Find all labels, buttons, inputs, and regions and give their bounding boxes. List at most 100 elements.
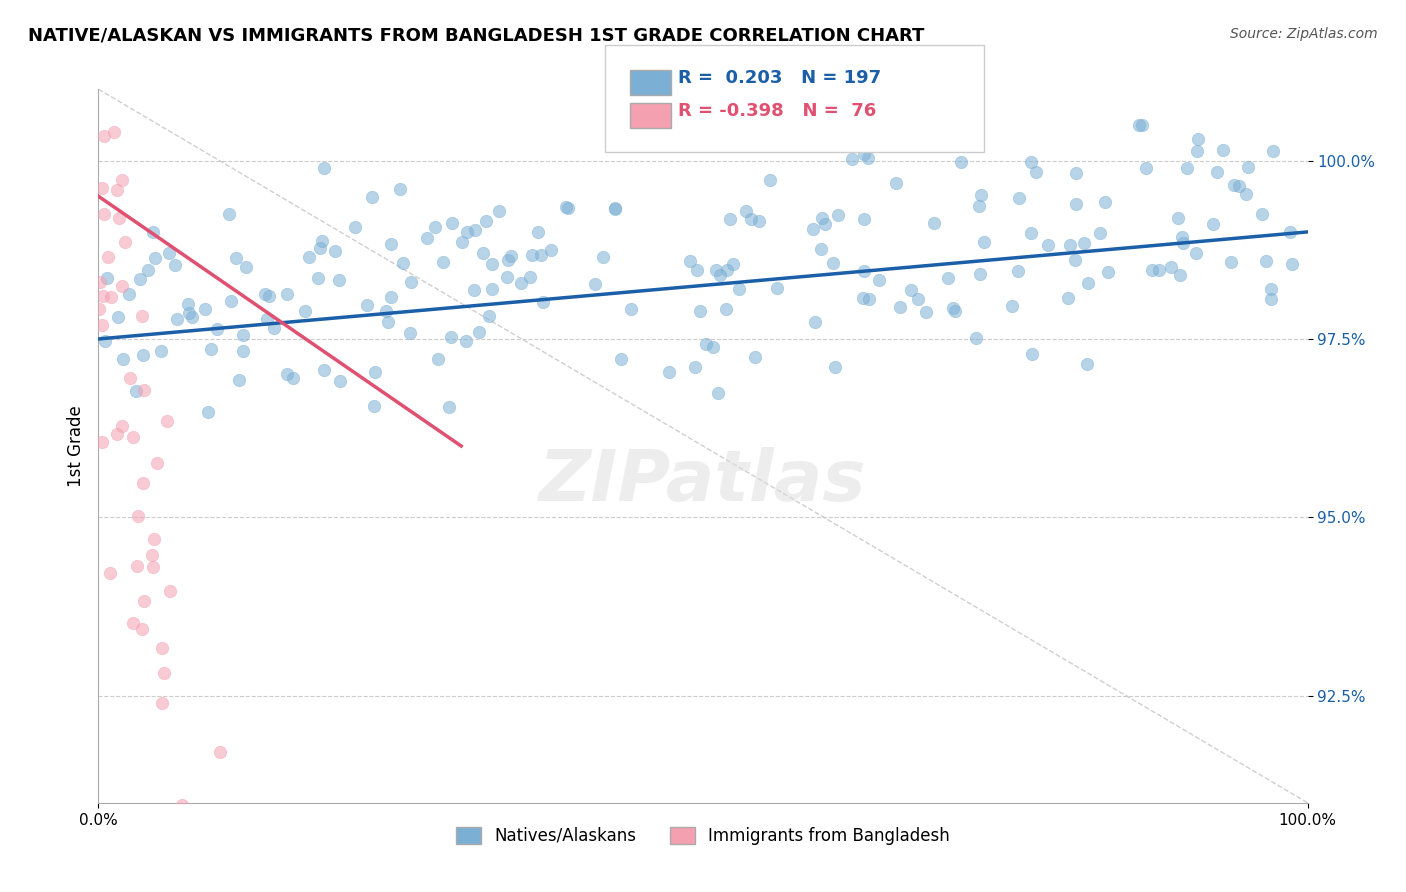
Point xyxy=(256,312,278,326)
Point xyxy=(90,435,112,450)
Point xyxy=(1205,165,1227,179)
Point xyxy=(1175,161,1198,175)
Point xyxy=(1251,207,1274,221)
Point xyxy=(312,363,335,377)
Point xyxy=(1090,227,1112,241)
Point xyxy=(900,283,922,297)
Point xyxy=(325,244,347,258)
Point xyxy=(499,249,522,263)
Point xyxy=(364,365,387,379)
Point xyxy=(235,260,257,274)
Point xyxy=(709,268,731,283)
Point xyxy=(309,241,332,255)
Point xyxy=(118,370,141,384)
Point xyxy=(427,352,450,367)
Point xyxy=(942,301,965,315)
Point xyxy=(356,298,378,312)
Point xyxy=(283,371,305,385)
Point xyxy=(938,270,960,285)
Point xyxy=(122,430,145,444)
Point xyxy=(200,342,222,356)
Point xyxy=(1140,262,1163,277)
Point xyxy=(388,182,411,196)
Point xyxy=(557,202,579,216)
Point xyxy=(609,351,631,366)
Point xyxy=(156,413,179,427)
Point xyxy=(150,641,173,656)
Point xyxy=(1149,262,1171,277)
Point xyxy=(208,746,231,760)
Point xyxy=(540,244,562,258)
Point xyxy=(686,263,709,277)
Point xyxy=(583,277,606,291)
Point xyxy=(463,283,485,297)
Point xyxy=(1036,238,1059,252)
Point xyxy=(172,798,194,813)
Point xyxy=(131,310,153,324)
Point xyxy=(1187,132,1209,146)
Point xyxy=(1076,276,1098,290)
Point xyxy=(801,222,824,236)
Point xyxy=(253,287,276,301)
Point xyxy=(973,235,995,249)
Point xyxy=(605,202,627,216)
Point xyxy=(679,253,702,268)
Point xyxy=(129,271,152,285)
Point xyxy=(307,270,329,285)
Point xyxy=(886,177,908,191)
Point xyxy=(1097,264,1119,278)
Point xyxy=(93,128,115,143)
Point xyxy=(166,312,188,326)
Point xyxy=(225,251,247,265)
Text: ZIPatlas: ZIPatlas xyxy=(540,447,866,516)
Point xyxy=(720,211,742,226)
Point xyxy=(380,236,402,251)
Point xyxy=(1260,282,1282,296)
Point xyxy=(363,400,385,414)
Point xyxy=(592,250,614,264)
Point xyxy=(344,219,367,234)
Point xyxy=(125,384,148,398)
Point xyxy=(824,360,846,375)
Point xyxy=(96,270,118,285)
Point xyxy=(432,254,454,268)
Point xyxy=(969,188,991,202)
Point xyxy=(107,310,129,324)
Point xyxy=(146,456,169,470)
Point xyxy=(471,246,494,260)
Point xyxy=(377,315,399,329)
Point xyxy=(177,297,200,311)
Point xyxy=(949,154,972,169)
Point xyxy=(488,204,510,219)
Point xyxy=(134,594,156,608)
Point xyxy=(967,199,990,213)
Point xyxy=(1063,252,1085,267)
Point xyxy=(856,151,879,165)
Point xyxy=(90,181,112,195)
Point xyxy=(603,201,626,215)
Point xyxy=(97,250,120,264)
Point xyxy=(1128,118,1150,132)
Point xyxy=(105,426,128,441)
Point xyxy=(1279,226,1302,240)
Point xyxy=(1171,230,1194,244)
Point xyxy=(1281,256,1303,270)
Point xyxy=(294,303,316,318)
Point xyxy=(758,173,780,187)
Point xyxy=(456,225,478,239)
Point xyxy=(555,200,578,214)
Point xyxy=(969,267,991,281)
Point xyxy=(392,256,415,270)
Point xyxy=(1223,178,1246,193)
Point xyxy=(232,328,254,343)
Point xyxy=(112,351,135,366)
Point xyxy=(464,223,486,237)
Point xyxy=(399,326,422,341)
Point xyxy=(146,888,169,892)
Point xyxy=(702,340,724,354)
Point xyxy=(91,289,114,303)
Point xyxy=(721,257,744,271)
Point xyxy=(740,212,762,227)
Point xyxy=(311,234,333,248)
Point xyxy=(141,549,163,563)
